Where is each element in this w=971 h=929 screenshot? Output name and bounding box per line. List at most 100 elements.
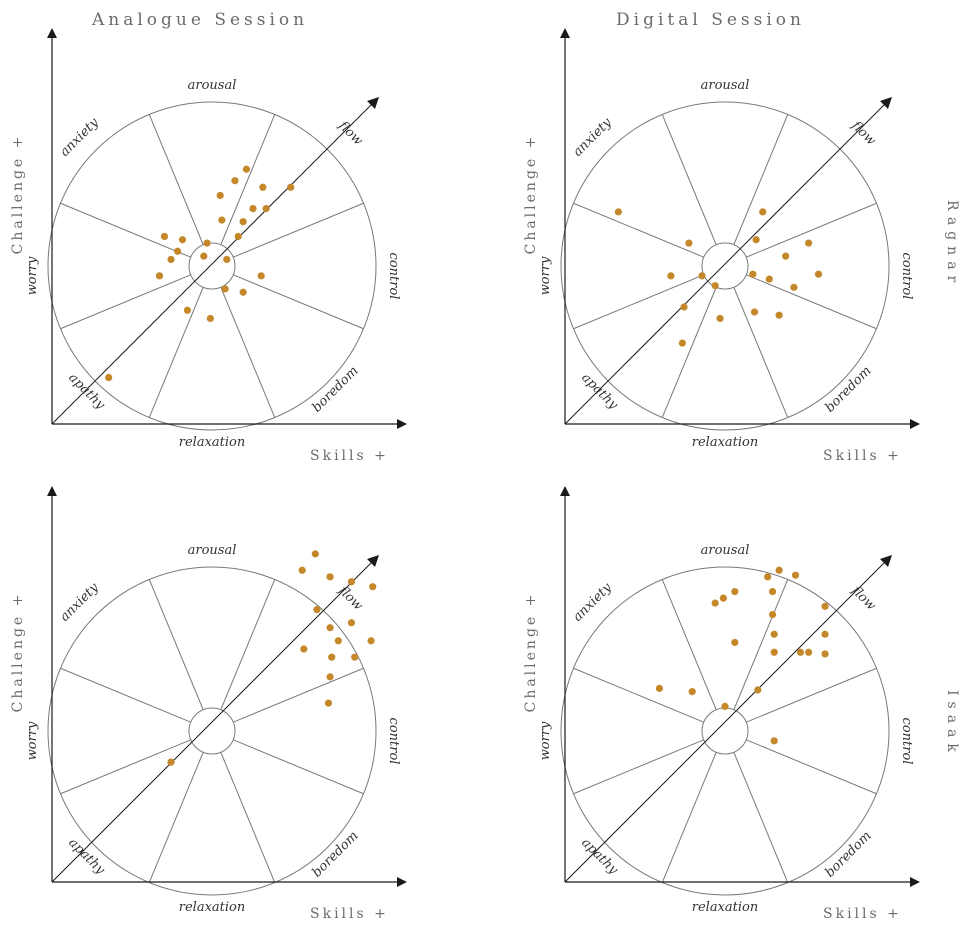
- zone-label-anxiety: anxiety: [57, 580, 102, 625]
- flow-diagonal: [564, 561, 886, 883]
- data-point: [754, 686, 762, 694]
- y-axis-arrow: [560, 486, 570, 496]
- data-point: [231, 177, 239, 185]
- data-point: [223, 255, 231, 264]
- data-point: [216, 191, 224, 200]
- data-point: [167, 255, 175, 264]
- sector-line: [746, 739, 877, 795]
- y-axis-label: Challenge +: [523, 134, 539, 255]
- zone-label-apathy: apathy: [578, 835, 621, 878]
- data-point: [821, 602, 829, 610]
- sector-line: [233, 739, 364, 795]
- data-point: [678, 339, 686, 347]
- zone-label-worry: worry: [25, 721, 40, 760]
- flow-diagonal-arrow: [367, 97, 379, 109]
- data-point: [326, 673, 334, 681]
- outer-circle: [560, 566, 890, 896]
- data-point: [334, 637, 342, 645]
- data-point: [711, 599, 719, 607]
- flow-diagonal: [51, 103, 373, 425]
- zone-label-boredom: boredom: [310, 364, 362, 416]
- data-point: [351, 653, 359, 661]
- sector-line: [148, 579, 204, 710]
- flow-panel-4: Skills + Challenge + arousal flow control bor…: [523, 486, 920, 922]
- outer-circle: [47, 101, 377, 431]
- data-point: [183, 306, 191, 314]
- sector-line: [60, 274, 191, 330]
- x-axis-arrow: [397, 877, 407, 887]
- sector-line: [733, 114, 789, 245]
- data-point: [200, 252, 208, 260]
- data-point: [821, 650, 829, 658]
- data-point: [711, 282, 719, 290]
- zone-label-boredom: boredom: [823, 364, 875, 416]
- sector-line: [233, 202, 364, 258]
- data-point: [155, 272, 164, 280]
- x-axis-arrow: [910, 877, 920, 887]
- data-point: [770, 737, 778, 745]
- data-point: [160, 232, 169, 241]
- data-point: [614, 208, 623, 216]
- zone-label-relaxation: relaxation: [179, 435, 245, 450]
- data-point: [759, 208, 767, 216]
- data-point: [242, 165, 251, 173]
- zone-label-worry: worry: [538, 256, 553, 295]
- data-point: [369, 583, 377, 591]
- sector-line: [733, 579, 789, 710]
- flow-diagonal: [51, 561, 373, 883]
- sector-line: [60, 739, 191, 795]
- x-axis-label: Skills +: [310, 448, 389, 464]
- data-point: [791, 571, 800, 579]
- data-point: [814, 270, 823, 278]
- y-axis-label: Challenge +: [10, 592, 26, 713]
- flow-panel-2: Skills + Challenge + arousal flow control bor…: [523, 28, 920, 464]
- flow-panel-3: Skills + Challenge + arousal flow control bor…: [10, 486, 407, 922]
- inner-circle: [188, 242, 236, 290]
- sector-line: [148, 752, 204, 883]
- sector-line: [148, 114, 204, 245]
- data-point: [203, 239, 211, 247]
- data-point: [105, 373, 113, 382]
- y-axis-arrow: [560, 28, 570, 38]
- data-point: [234, 232, 242, 241]
- zone-label-relaxation: relaxation: [692, 900, 758, 915]
- zone-label-anxiety: anxiety: [57, 115, 102, 160]
- y-axis-label: Challenge +: [10, 134, 26, 255]
- zone-label-control: control: [386, 718, 401, 765]
- x-axis-arrow: [910, 419, 920, 429]
- sector-line: [220, 752, 276, 883]
- data-point: [790, 283, 798, 291]
- row-title-ragnar: Ragnar: [944, 200, 960, 289]
- zone-label-arousal: arousal: [701, 78, 750, 93]
- data-point: [805, 648, 813, 656]
- data-point: [655, 684, 664, 692]
- zone-label-apathy: apathy: [65, 370, 108, 413]
- column-title-analogue: Analogue Session: [92, 10, 309, 30]
- data-point: [698, 272, 706, 280]
- zone-label-apathy: apathy: [578, 370, 621, 413]
- data-point: [680, 303, 688, 311]
- sector-line: [148, 287, 204, 418]
- sector-line: [573, 667, 704, 723]
- zone-label-anxiety: anxiety: [570, 115, 615, 160]
- data-point: [750, 308, 759, 316]
- data-point: [821, 630, 829, 638]
- data-point: [719, 594, 727, 602]
- flow-diagonal-arrow: [367, 555, 379, 567]
- flow-diagonal: [564, 103, 886, 425]
- zone-label-boredom: boredom: [823, 829, 875, 881]
- data-point: [300, 645, 308, 653]
- data-point: [313, 606, 321, 614]
- zone-label-arousal: arousal: [188, 543, 237, 558]
- sector-line: [233, 667, 364, 723]
- data-point: [768, 610, 777, 619]
- sector-line: [661, 752, 717, 883]
- zone-label-flow: flow: [848, 118, 879, 149]
- sector-line: [733, 287, 789, 418]
- data-point: [262, 205, 270, 213]
- zone-label-boredom: boredom: [310, 829, 362, 881]
- zone-label-worry: worry: [538, 721, 553, 760]
- sector-line: [573, 202, 704, 258]
